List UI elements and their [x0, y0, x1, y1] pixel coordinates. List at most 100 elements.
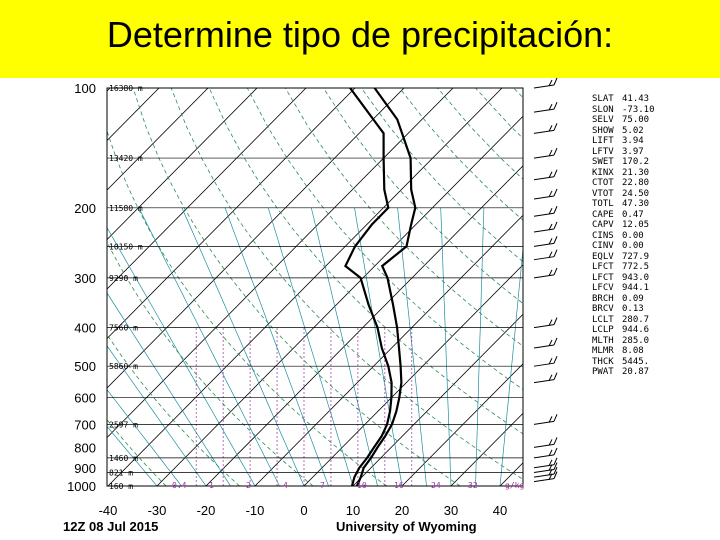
height-label: 11580 m: [109, 204, 143, 213]
index-row: CAPE 0.47: [592, 210, 662, 221]
index-row: THCK 5445.: [592, 357, 662, 368]
index-key: LFTV: [592, 146, 614, 157]
dry-adiabat: [132, 88, 461, 486]
wind-barb: [533, 437, 558, 448]
isotherm-line: [0, 88, 61, 486]
index-row: CINV 0.00: [592, 241, 662, 252]
index-value: 3.94: [622, 136, 644, 146]
index-value: 3.97: [622, 146, 644, 157]
isotherm-line: [107, 88, 356, 340]
index-row: CINS 0.00: [592, 231, 662, 242]
index-key: CAPE: [592, 209, 614, 220]
index-key: SELV: [592, 115, 614, 125]
index-row: LCLT 280.7: [592, 315, 662, 326]
index-row: SLON -73.10: [592, 105, 662, 116]
index-key: CINV: [592, 241, 614, 251]
index-row: CAPV 12.05: [592, 220, 662, 231]
height-label: 821 m: [109, 469, 133, 478]
wind-barb: [533, 101, 558, 113]
index-value: 24.50: [622, 188, 650, 199]
index-key: LCLT: [592, 314, 614, 325]
wind-barb: [533, 188, 558, 200]
index-key: THCK: [592, 356, 614, 367]
pressure-tick-label: 800: [74, 440, 96, 455]
wind-barb: [533, 147, 558, 159]
index-key: SWET: [592, 157, 614, 167]
stability-indices: SLAT 41.43 SLON -73.10 SELV 75.00 SHOW 5.02 LIFT…: [592, 94, 662, 378]
height-label: 13420 m: [109, 154, 143, 163]
index-key: TOTL: [592, 199, 614, 209]
temperature-tick-label: 20: [395, 503, 409, 518]
index-key: LFCV: [592, 283, 614, 293]
moist-adiabat: [107, 425, 158, 486]
wind-barb: [533, 317, 558, 329]
isotherm-line: [107, 88, 209, 191]
wind-barb: [533, 466, 558, 478]
index-key: PWAT: [592, 367, 614, 377]
isotherm-line: [107, 88, 503, 486]
index-value: 41.43: [622, 94, 650, 104]
index-value: 47.30: [622, 199, 650, 209]
isotherm-line: [352, 313, 523, 486]
temperature-tick-label: -30: [148, 503, 167, 518]
index-row: SELV 75.00: [592, 115, 662, 126]
wind-barb: [533, 77, 558, 89]
pressure-tick-label: 600: [74, 391, 96, 406]
pressure-tick-label: 700: [74, 417, 96, 432]
index-key: LIFT: [592, 136, 614, 146]
index-row: MLTH 285.0: [592, 336, 662, 347]
wind-barb: [533, 372, 558, 384]
index-value: 285.0: [622, 335, 650, 346]
mixing-ratio-label: 0.4: [172, 481, 187, 490]
index-value: 0.00: [622, 241, 644, 251]
index-value: 75.00: [622, 115, 650, 125]
index-key: CTOT: [592, 178, 614, 188]
isotherm-line: [401, 363, 523, 486]
height-label: 1460 m: [109, 454, 138, 463]
wind-barb: [533, 236, 558, 247]
temperature-tick-label: 0: [300, 503, 307, 518]
isotherm-line: [0, 88, 12, 486]
index-key: VTOT: [592, 188, 614, 199]
mixing-ratio-label: 10: [357, 481, 367, 490]
isotherm-line: [107, 88, 405, 389]
index-value: 0.09: [622, 293, 644, 304]
index-row: PWAT 20.87: [592, 367, 662, 378]
temperature-tick-label: 40: [493, 503, 507, 518]
timestamp-label: 12Z 08 Jul 2015: [63, 519, 158, 534]
index-key: CINS: [592, 230, 614, 241]
wind-barb: [533, 471, 558, 483]
dewpoint-profile: [344, 88, 393, 486]
mixing-ratio-label: 7: [320, 481, 325, 490]
wind-barb: [533, 169, 558, 181]
index-value: 727.9: [622, 251, 650, 262]
index-value: 5445.: [622, 356, 650, 367]
temperature-tick-label: -40: [99, 503, 118, 518]
isotherm-line: [107, 88, 258, 241]
index-row: SHOW 5.02: [592, 126, 662, 137]
temperature-profile: [355, 88, 417, 486]
mixing-ratio-label: 1: [209, 481, 214, 490]
index-row: KINX 21.30: [592, 168, 662, 179]
index-row: LFCT 772.5: [592, 262, 662, 273]
index-key: BRCH: [592, 293, 614, 304]
mixing-ratio-label: 2: [246, 481, 251, 490]
isotherm-line: [107, 88, 454, 439]
pressure-tick-label: 1000: [67, 479, 96, 494]
index-key: SLON: [592, 104, 614, 115]
temperature-tick-label: -20: [197, 503, 216, 518]
slide-title: Determine tipo de precipitación:: [106, 14, 614, 55]
height-label: 7560 m: [109, 324, 138, 333]
isotherm-line: [254, 214, 523, 486]
index-row: LIFT 3.94: [592, 136, 662, 147]
index-key: CAPV: [592, 220, 614, 230]
index-row: MLMR 8.08: [592, 346, 662, 357]
index-value: 944.6: [622, 325, 650, 335]
wind-barb: [533, 355, 558, 367]
index-key: LFCT: [592, 272, 614, 283]
mixing-ratio-label: 4: [283, 481, 288, 490]
index-value: 20.87: [622, 367, 650, 377]
index-row: LCLP 944.6: [592, 325, 662, 336]
dry-adiabat: [246, 88, 523, 390]
mixing-ratio-label: 24: [431, 481, 441, 490]
